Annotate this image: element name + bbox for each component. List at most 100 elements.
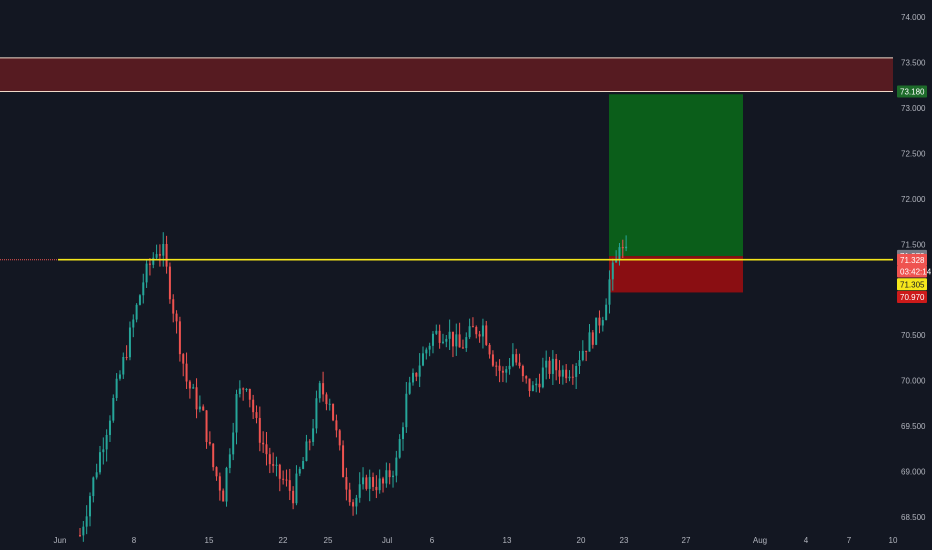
candle-body — [461, 347, 464, 349]
long-position-stop-zone[interactable] — [609, 256, 743, 293]
candle-body — [148, 263, 151, 265]
candle-body — [368, 477, 371, 489]
candle-body — [225, 467, 228, 502]
candle-body — [372, 477, 375, 487]
candle-body — [308, 441, 311, 443]
price-badge — [897, 85, 927, 98]
long-position-target-zone[interactable] — [609, 94, 743, 257]
candle-body — [378, 478, 381, 491]
price-badge-label: 03:42:14 — [900, 268, 932, 277]
candle-body — [158, 254, 161, 256]
price-tick-label: 69.000 — [901, 468, 926, 477]
time-tick-label: Aug — [753, 536, 767, 545]
candle-body — [555, 358, 558, 371]
candle-body — [268, 454, 271, 465]
candle-body — [98, 452, 101, 473]
candle-body — [188, 381, 191, 389]
price-badge-label: 73.180 — [900, 88, 925, 97]
candle-body — [95, 472, 98, 478]
candle-body — [412, 372, 414, 383]
candle-body — [278, 464, 281, 479]
candle-body — [192, 387, 195, 389]
time-tick-label: 22 — [279, 536, 288, 545]
candle-body — [318, 383, 321, 399]
price-tick-label: 72.000 — [901, 195, 926, 204]
candle-body — [295, 473, 298, 504]
candle-body — [302, 460, 305, 469]
candle-body — [451, 331, 454, 347]
candle-body — [292, 490, 295, 504]
candle-body — [255, 412, 258, 418]
candle-body — [448, 331, 451, 339]
candle-body — [578, 360, 581, 366]
candle-body — [155, 254, 158, 258]
candle-body — [551, 358, 554, 374]
price-tick-label: 71.500 — [901, 240, 926, 249]
candle-body — [325, 394, 328, 405]
candle-body — [362, 477, 365, 485]
candle-body — [332, 403, 335, 421]
candle-body — [198, 406, 201, 410]
candle-body — [441, 341, 444, 343]
candle-body — [538, 383, 541, 388]
resistance-zone[interactable] — [0, 57, 893, 92]
candle-body — [258, 417, 261, 443]
price-tick-label: 73.000 — [901, 104, 926, 113]
candle-body — [585, 350, 588, 352]
candle-body — [125, 356, 128, 358]
candle-body — [471, 326, 474, 328]
candle-body — [115, 378, 118, 398]
candle-body — [298, 468, 301, 474]
candle-body — [525, 376, 528, 379]
candle-body — [421, 353, 424, 366]
candle-body — [558, 370, 561, 377]
candle-body — [581, 350, 584, 361]
candle-body — [195, 387, 198, 410]
candle-body — [365, 477, 368, 489]
candle-body — [228, 454, 231, 468]
price-tick-label: 68.500 — [901, 513, 926, 522]
candle-body — [112, 397, 115, 421]
candle-body — [405, 393, 408, 428]
price-badge — [897, 291, 927, 303]
candle-body — [282, 478, 285, 480]
candle-body — [438, 330, 441, 343]
candle-body — [485, 325, 488, 345]
candle-body — [495, 365, 498, 367]
candle-body — [611, 262, 614, 280]
candle-body — [252, 399, 255, 413]
candle-body — [312, 428, 315, 442]
candle-body — [548, 360, 551, 374]
candle-body — [415, 372, 418, 377]
candle-body — [395, 457, 398, 476]
candle-body — [79, 535, 81, 537]
price-tick-label: 74.000 — [901, 13, 926, 22]
candle-body — [488, 344, 491, 355]
candle-body — [601, 320, 604, 326]
candle-body — [208, 442, 211, 444]
candle-body — [242, 388, 245, 390]
candle-body — [561, 369, 564, 377]
candle-body — [418, 365, 421, 377]
candle-body — [511, 354, 514, 366]
candle-body — [355, 497, 358, 507]
time-tick-label: 15 — [205, 536, 214, 545]
candle-body — [88, 496, 91, 517]
price-badge — [897, 253, 927, 266]
candle-body — [528, 378, 531, 392]
candle-body — [285, 479, 288, 481]
candle-body — [168, 266, 171, 300]
candles — [79, 232, 628, 542]
candle-body — [328, 403, 331, 405]
candle-body — [428, 345, 431, 350]
price-badge — [897, 265, 927, 278]
candle-body — [135, 304, 138, 320]
candle-body — [385, 470, 388, 484]
candle-body — [322, 383, 325, 395]
candle-body — [475, 327, 478, 335]
candle-body — [481, 325, 484, 337]
candle-body — [145, 263, 148, 283]
candle-body — [591, 332, 594, 345]
